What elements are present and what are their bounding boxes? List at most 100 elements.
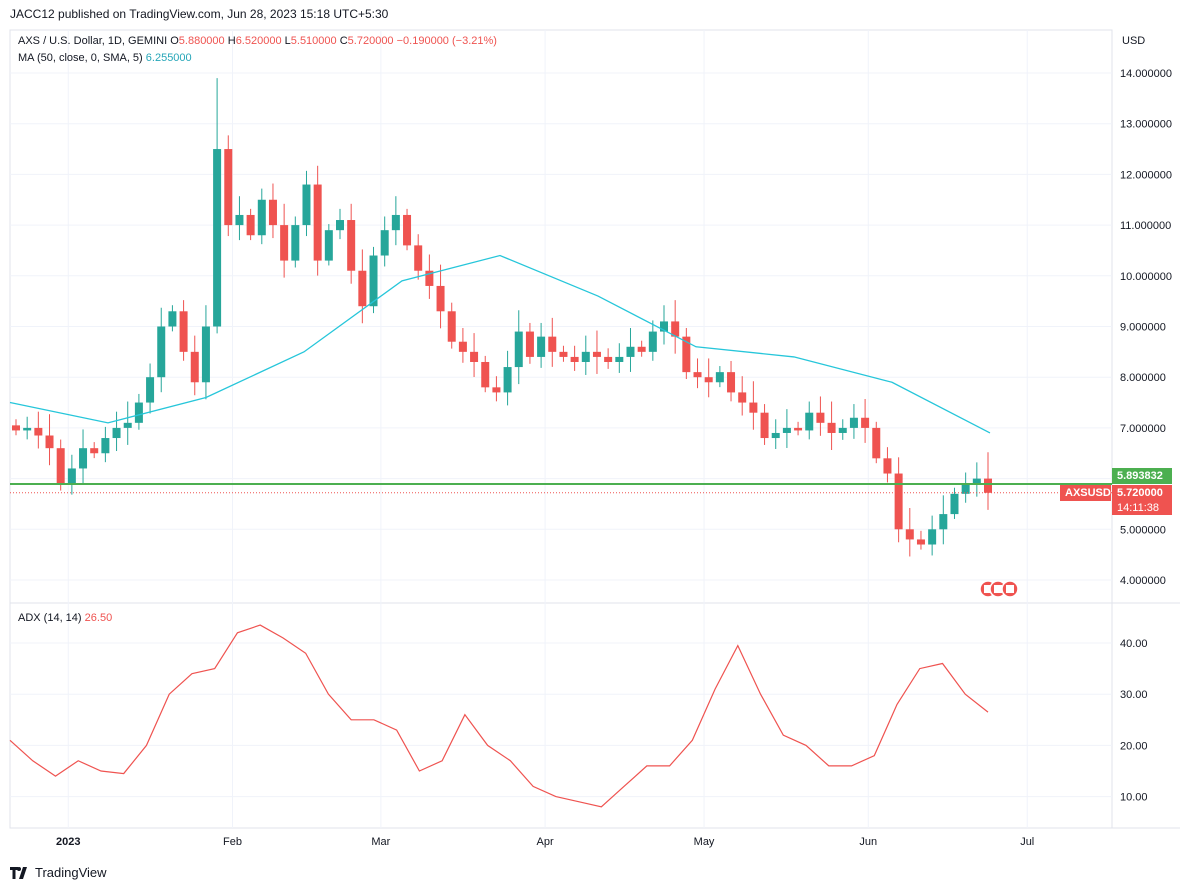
adx-tick-label: 30.00 <box>1120 689 1148 701</box>
candle <box>883 447 892 483</box>
candle <box>257 188 266 245</box>
candle-body <box>704 377 713 383</box>
candle-body <box>168 311 177 327</box>
candle <box>146 363 155 414</box>
time-tick-label: 2023 <box>56 836 80 848</box>
candle-body <box>660 321 668 332</box>
candle <box>525 322 534 364</box>
ma-label: MA (50, close, 0, SMA, 5) <box>18 52 143 64</box>
candle-body <box>570 356 579 362</box>
tradingview-branding[interactable]: TradingView <box>10 865 107 880</box>
close-value: 5.720000 <box>347 35 394 47</box>
candle <box>648 320 657 361</box>
candle <box>447 302 456 349</box>
candle <box>771 419 780 449</box>
candle <box>268 183 277 239</box>
candle-body <box>972 478 981 484</box>
candle <box>872 421 881 464</box>
candle-body <box>916 539 925 545</box>
candle-body <box>291 225 300 261</box>
candle <box>112 411 121 452</box>
candle-body <box>849 417 858 428</box>
candle-body <box>794 427 803 431</box>
candle <box>403 208 412 251</box>
candle-body <box>391 214 400 231</box>
candle-body <box>403 214 412 246</box>
candle <box>704 358 713 398</box>
candle <box>548 317 557 367</box>
candle-body <box>525 331 534 357</box>
candle <box>592 330 601 374</box>
candle <box>213 78 222 334</box>
candle-body <box>984 478 992 493</box>
candle <box>961 472 970 503</box>
price-tick-label: 5.000000 <box>1120 524 1166 536</box>
candle <box>503 350 512 406</box>
price-tick-label: 10.000000 <box>1120 271 1172 283</box>
candle-body <box>514 331 523 368</box>
candle-body <box>213 149 222 327</box>
candle-body <box>280 225 289 261</box>
open-value: 5.880000 <box>178 35 225 47</box>
candle-body <box>782 427 791 433</box>
low-value: 5.510000 <box>290 35 337 47</box>
symbol-label: AXS / U.S. Dollar, 1D, GEMINI <box>18 35 168 47</box>
candle <box>347 203 356 284</box>
candle-body <box>146 377 155 403</box>
candle <box>939 495 948 545</box>
candle-body <box>738 392 747 403</box>
candle-body <box>637 346 646 352</box>
time-tick-label: Apr <box>537 836 554 848</box>
price-tick-label: 7.000000 <box>1120 423 1166 435</box>
ma-value: 6.255000 <box>145 52 192 64</box>
candle-body <box>347 220 356 271</box>
price-tick-label: 4.000000 <box>1120 575 1166 587</box>
adx-tick-label: 10.00 <box>1120 792 1148 804</box>
time-tick-label: Feb <box>223 836 242 848</box>
candle-body <box>760 412 769 439</box>
publish-info: JACC12 published on TradingView.com, Jun… <box>10 7 389 21</box>
time-tick-label: May <box>694 836 715 848</box>
candle-body <box>827 422 836 433</box>
candle-body <box>447 311 456 342</box>
candle-body <box>503 367 512 393</box>
candle-body <box>671 321 680 337</box>
candle-body <box>961 483 970 494</box>
candle <box>972 462 981 497</box>
price-tick-label: 13.000000 <box>1120 119 1172 131</box>
candle-body <box>715 372 724 383</box>
candle <box>313 165 322 276</box>
candle-body <box>425 270 434 286</box>
candle-body <box>112 427 121 439</box>
adx-line <box>9 624 989 808</box>
candle <box>224 135 233 237</box>
candle-body <box>928 529 937 545</box>
candle-body <box>23 427 32 431</box>
candle-body <box>894 473 903 530</box>
candle <box>827 401 836 451</box>
price-tick-label: 14.000000 <box>1120 68 1172 80</box>
candle-body <box>414 245 423 271</box>
candle-body <box>324 230 333 261</box>
last-price-tag: 5.720000 <box>1112 485 1172 501</box>
candle-body <box>749 402 758 413</box>
candle-body <box>682 336 691 373</box>
candle-body <box>559 351 568 357</box>
candle-body <box>190 351 199 383</box>
candle-body <box>224 149 233 226</box>
candle-body <box>939 514 948 530</box>
adx-tick-label: 40.00 <box>1120 638 1148 650</box>
candle-body <box>380 230 389 256</box>
plot-frame <box>9 29 1113 829</box>
candle-body <box>905 529 914 540</box>
candle <box>12 419 20 436</box>
candle-body <box>481 361 490 388</box>
candle <box>391 196 400 246</box>
candle-body <box>313 184 322 261</box>
candle <box>458 328 467 363</box>
candle <box>738 376 747 416</box>
candle-body <box>56 448 65 484</box>
candle <box>727 360 736 402</box>
candle <box>235 196 244 241</box>
